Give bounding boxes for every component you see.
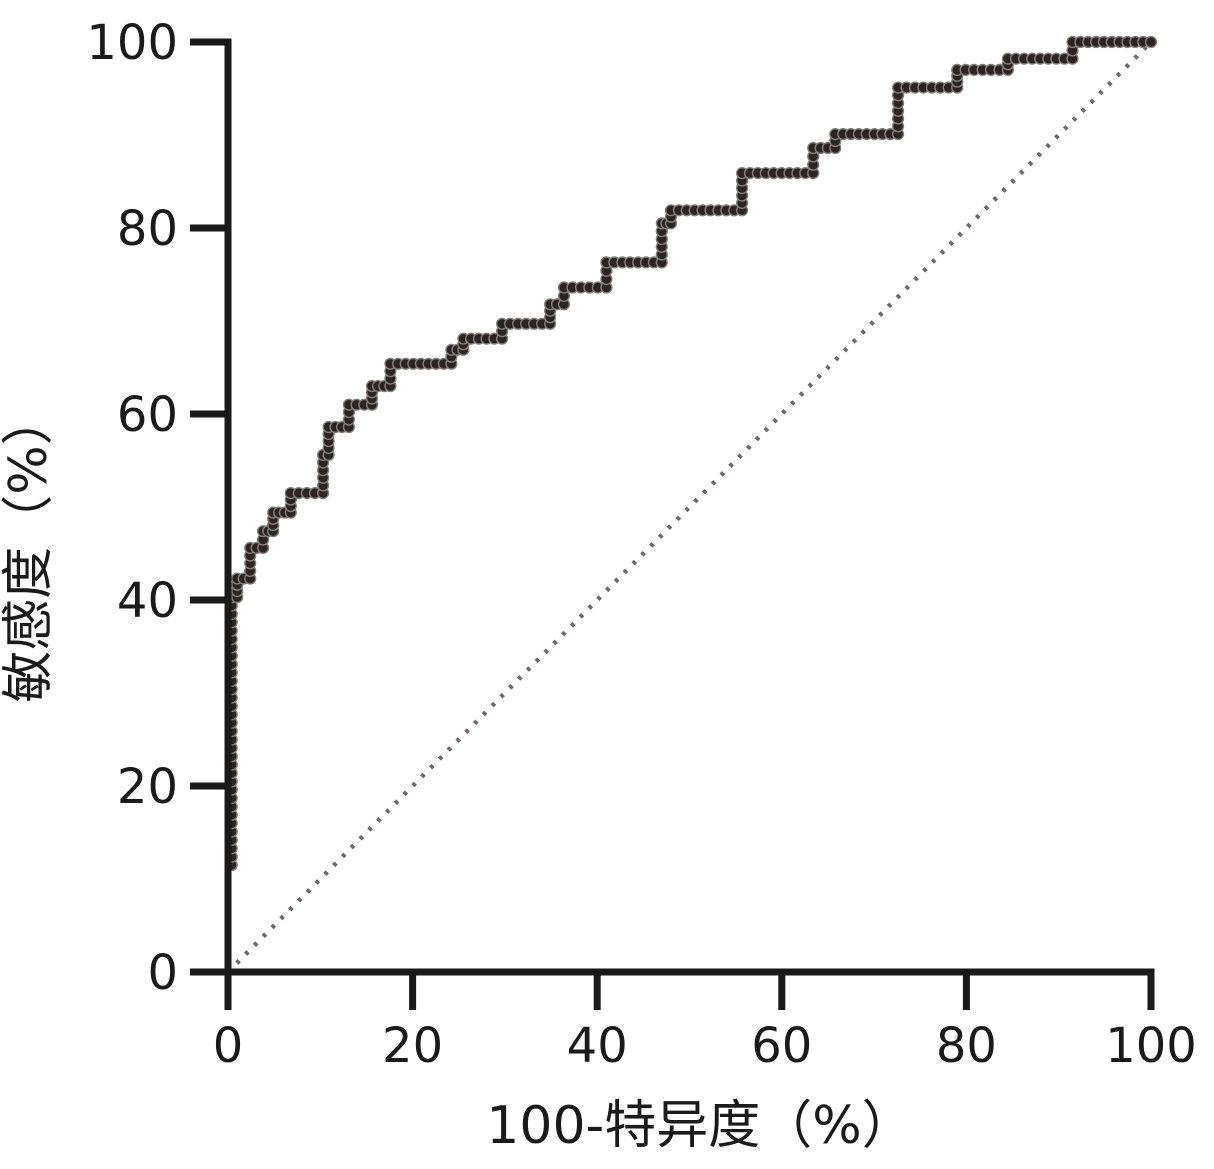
x-tick-label: 60 bbox=[751, 1018, 812, 1074]
roc-curve-markers bbox=[225, 35, 1158, 872]
x-tick-label: 100 bbox=[1105, 1018, 1197, 1074]
x-axis-ticks bbox=[224, 972, 1155, 1010]
x-axis-title: 100-特异度（%） bbox=[486, 1096, 913, 1156]
y-axis-ticks bbox=[190, 38, 228, 976]
y-axis-title: 敏感度（%） bbox=[0, 393, 59, 702]
x-tick-label: 40 bbox=[567, 1018, 628, 1074]
roc-data-point bbox=[1144, 35, 1158, 49]
chance-diagonal-line bbox=[226, 40, 1153, 974]
y-tick-label: 80 bbox=[117, 201, 178, 257]
x-axis-tick-labels: 0 20 40 60 80 100 bbox=[213, 1018, 1197, 1074]
x-tick-label: 80 bbox=[936, 1018, 997, 1074]
y-tick-label: 20 bbox=[117, 759, 178, 815]
roc-curve-line bbox=[228, 38, 1155, 869]
y-tick-label: 60 bbox=[117, 387, 178, 443]
x-tick-label: 0 bbox=[213, 1018, 244, 1074]
y-axis-tick-labels: 0 20 40 60 80 100 bbox=[86, 15, 178, 1001]
y-tick-label: 0 bbox=[147, 945, 178, 1001]
y-tick-label: 100 bbox=[86, 15, 178, 71]
x-tick-label: 20 bbox=[382, 1018, 443, 1074]
y-tick-label: 40 bbox=[117, 573, 178, 629]
